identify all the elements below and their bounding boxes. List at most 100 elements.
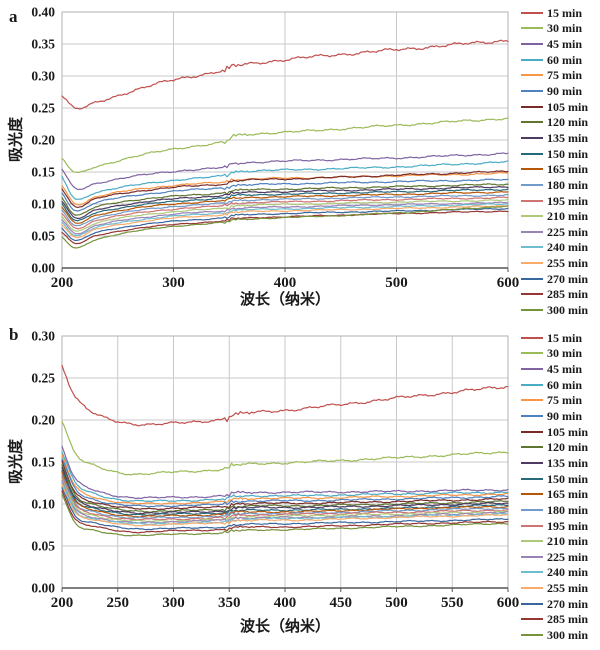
legend-item-120-min: 120 min — [521, 114, 588, 130]
panel-a-series-line-240-min — [61, 202, 509, 237]
legend-swatch-icon — [521, 618, 543, 621]
panel-a-series-line-255-min — [61, 205, 509, 239]
legend-swatch-icon — [521, 262, 543, 265]
legend-item-45-min: 45 min — [521, 36, 588, 52]
legend-label: 105 min — [547, 99, 589, 114]
panel-b-series-line-300-min — [61, 494, 509, 537]
panel-a-series-line-30-min — [61, 117, 509, 173]
panel-b-x-tick-label: 500 — [385, 595, 408, 611]
legend-label: 90 min — [547, 409, 583, 424]
legend-label: 45 min — [547, 37, 583, 52]
legend-item-285-min: 285 min — [521, 287, 588, 303]
legend-swatch-icon — [521, 152, 543, 155]
legend-item-285-min: 285 min — [521, 612, 588, 628]
legend-label: 150 min — [547, 146, 589, 161]
legend-swatch-icon — [521, 399, 543, 402]
legend-label: 60 min — [547, 52, 583, 67]
legend-swatch-icon — [521, 477, 543, 480]
legend-swatch-icon — [521, 293, 543, 296]
panel-a-series-line-135-min — [61, 185, 509, 219]
panel-a-series-line-90-min — [61, 178, 509, 212]
legend-label: 285 min — [547, 287, 589, 302]
panel-a-x-tick-label: 200 — [51, 275, 74, 291]
legend-item-120-min: 120 min — [521, 439, 588, 455]
panel-b-series-line-135-min — [61, 466, 509, 515]
panel-b-x-axis-title: 波长（纳米） — [239, 619, 330, 635]
legend-item-270-min: 270 min — [521, 271, 588, 287]
legend-swatch-icon — [521, 524, 543, 527]
legend-item-210-min: 210 min — [521, 208, 588, 224]
legend-item-300-min: 300 min — [521, 627, 588, 643]
legend-swatch-icon — [521, 199, 543, 202]
panel-a-series-line-45-min — [61, 152, 509, 191]
legend-item-180-min: 180 min — [521, 502, 588, 518]
panel-b-series-line-105-min — [61, 460, 509, 511]
panel-a-series-line-210-min — [61, 198, 509, 232]
legend-item-165-min: 165 min — [521, 486, 588, 502]
panel-b-x-tick-label: 600 — [497, 595, 520, 611]
legend-swatch-icon — [521, 571, 543, 574]
panel-a-y-tick-label: 0.35 — [31, 37, 55, 52]
legend-label: 45 min — [547, 362, 583, 377]
legend-swatch-icon — [521, 352, 543, 355]
legend-item-150-min: 150 min — [521, 146, 588, 162]
panel-b-y-tick-label: 0.00 — [31, 581, 55, 596]
legend-label: 75 min — [547, 68, 583, 83]
panel-a-series-line-300-min — [61, 205, 509, 249]
legend-label: 225 min — [547, 224, 589, 239]
legend-swatch-icon — [521, 43, 543, 46]
legend-swatch-icon — [521, 461, 543, 464]
legend-label: 15 min — [547, 330, 583, 345]
legend-item-195-min: 195 min — [521, 193, 588, 209]
legend-label: 30 min — [547, 346, 583, 361]
panel-a-x-tick-label: 400 — [274, 275, 297, 291]
legend-swatch-icon — [521, 508, 543, 511]
panel-b-y-tick-label: 0.25 — [31, 371, 55, 386]
legend-item-135-min: 135 min — [521, 455, 588, 471]
legend-item-30-min: 30 min — [521, 346, 588, 362]
legend-swatch-icon — [521, 168, 543, 171]
panel-a-y-tick-label: 0.40 — [31, 5, 55, 20]
legend-swatch-icon — [521, 11, 543, 14]
legend-label: 285 min — [547, 612, 589, 627]
legend-label: 225 min — [547, 549, 589, 564]
legend-swatch-icon — [521, 430, 543, 433]
legend-item-255-min: 255 min — [521, 255, 588, 271]
legend-item-90-min: 90 min — [521, 408, 588, 424]
legend-item-90-min: 90 min — [521, 83, 588, 99]
panel-b-series-line-75-min — [61, 454, 509, 505]
legend-item-150-min: 150 min — [521, 471, 588, 487]
legend-label: 270 min — [547, 271, 589, 286]
legend-swatch-icon — [521, 336, 543, 339]
panel-b-series-line-30-min — [61, 420, 509, 476]
panel-a-series-line-150-min — [61, 188, 509, 222]
legend-item-210-min: 210 min — [521, 533, 588, 549]
panel-a-x-tick-label: 300 — [162, 275, 185, 291]
legend-item-60-min: 60 min — [521, 52, 588, 68]
panel-b-y-tick-label: 0.30 — [31, 329, 55, 344]
legend-swatch-icon — [521, 308, 543, 311]
legend-swatch-icon — [521, 121, 543, 124]
legend-label: 210 min — [547, 209, 589, 224]
legend-swatch-icon — [521, 555, 543, 558]
panel-b-plot-area: 0.00 0.05 0.10 0.15 0.20 0.25 0.30 200 250 300 350… — [31, 329, 520, 612]
panel-b-series-line-285-min — [61, 490, 509, 534]
legend-label: 240 min — [547, 240, 589, 255]
panel-a-series-line-120-min — [61, 183, 509, 216]
panel-a-series-line-165-min — [61, 190, 509, 224]
legend-label: 90 min — [547, 84, 583, 99]
panel-b-x-tick-label: 200 — [51, 595, 74, 611]
legend-item-225-min: 225 min — [521, 549, 588, 565]
panel-a-x-tick-label: 600 — [497, 275, 520, 291]
panel-b-label: b — [9, 325, 19, 344]
panel-b-series-line-195-min — [61, 476, 509, 521]
legend-swatch-icon — [521, 540, 543, 543]
legend-item-165-min: 165 min — [521, 161, 588, 177]
legend-swatch-icon — [521, 230, 543, 233]
legend-swatch-icon — [521, 587, 543, 590]
panel-b-series-line-120-min — [61, 464, 509, 513]
legend-swatch-icon — [521, 90, 543, 93]
panel-a-y-tick-label: 0.15 — [31, 165, 55, 180]
legend-item-75-min: 75 min — [521, 393, 588, 409]
legend-label: 195 min — [547, 193, 589, 208]
